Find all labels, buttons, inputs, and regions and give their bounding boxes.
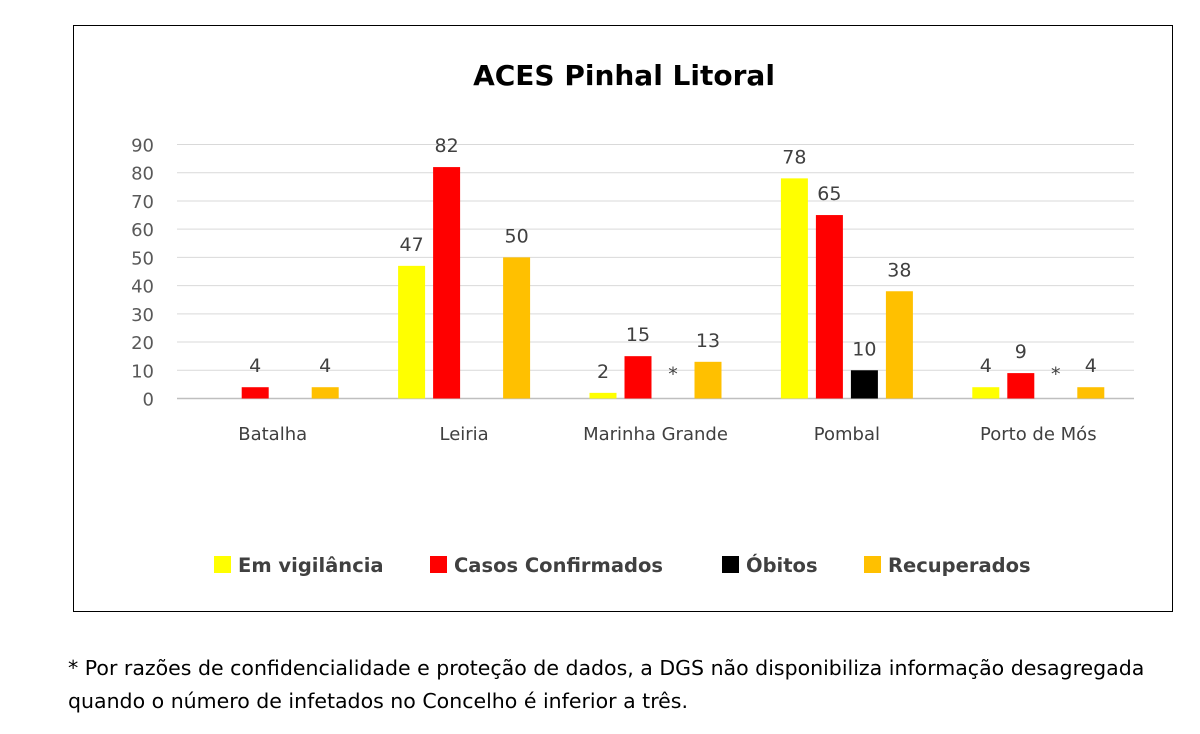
data-label: 2 [597,361,609,383]
data-label: 4 [319,355,331,377]
data-label: 4 [980,355,992,377]
bar-recuperados-porto-de-mos [1077,387,1105,399]
data-label: 82 [435,135,459,157]
legend-label-em-vigilancia: Em vigilância [238,554,384,577]
y-tick-label: 50 [131,248,154,269]
data-label-marker: * [668,364,678,386]
bar-chart: ACES Pinhal Litoral 0 10 20 30 40 50 60 70 80 90 Ba… [131,59,1134,577]
y-tick-label: 90 [131,136,154,157]
data-label: 15 [626,324,650,346]
legend-label-obitos: Óbitos [746,553,818,577]
data-label: 78 [782,146,806,168]
data-label: 4 [249,355,261,377]
legend-swatch-casos-confirmados [430,556,447,573]
bar-casos-confirmados-marinha-grande [624,356,652,399]
x-tick-label-batalha: Batalha [238,424,307,445]
x-tick-label-marinha-grande: Marinha Grande [583,424,728,445]
bar-em-vigilancia-marinha-grande [589,392,617,399]
legend-label-recuperados: Recuperados [888,554,1031,577]
data-label: 38 [887,259,911,281]
legend-label-casos-confirmados: Casos Confirmados [454,554,663,577]
data-label: 4 [1085,355,1097,377]
data-label: 13 [696,330,720,352]
bar-casos-confirmados-batalha [241,387,269,399]
bar-casos-confirmados-pombal [815,215,843,399]
x-tick-label-pombal: Pombal [814,424,880,445]
y-tick-label: 0 [143,390,154,411]
bar-em-vigilancia-porto-de-mos [972,387,1000,399]
legend-swatch-obitos [722,556,739,573]
data-label: 10 [852,338,876,360]
bar-casos-confirmados-leiria [433,167,461,399]
chart-title: ACES Pinhal Litoral [473,59,775,92]
bar-recuperados-batalha [311,387,339,399]
bar-casos-confirmados-porto-de-mos [1007,373,1035,399]
bar-recuperados-marinha-grande [694,361,722,399]
bar-obitos-pombal [850,370,878,399]
y-tick-label: 80 [131,164,154,185]
data-label: 65 [817,183,841,205]
legend-swatch-em-vigilancia [214,556,231,573]
y-tick-label: 70 [131,192,154,213]
x-tick-label-leiria: Leiria [439,424,488,445]
y-tick-label: 30 [131,305,154,326]
y-tick-label: 10 [131,361,154,382]
data-label-marker: * [1051,364,1061,386]
bar-em-vigilancia-leiria [398,265,426,399]
bar-em-vigilancia-pombal [780,178,808,399]
x-tick-label-porto-de-mos: Porto de Mós [980,424,1097,445]
bar-recuperados-leiria [503,257,531,399]
chart-frame: ACES Pinhal Litoral 0 10 20 30 40 50 60 70 80 90 Ba… [73,25,1173,612]
y-tick-label: 60 [131,220,154,241]
y-tick-label: 40 [131,277,154,298]
bar-recuperados-pombal [885,291,913,399]
data-label: 47 [400,234,424,256]
footnote: * Por razões de confidencialidade e prot… [68,656,1145,713]
data-label: 50 [505,225,529,247]
data-label: 9 [1015,341,1027,363]
legend-swatch-recuperados [864,556,881,573]
y-tick-label: 20 [131,333,154,354]
